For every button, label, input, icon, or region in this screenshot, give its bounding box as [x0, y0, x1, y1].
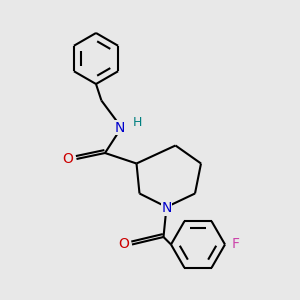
- Text: N: N: [115, 121, 125, 134]
- Text: O: O: [63, 152, 74, 166]
- Text: H: H: [132, 116, 142, 129]
- Text: O: O: [118, 238, 129, 251]
- Text: N: N: [161, 202, 172, 215]
- Text: F: F: [232, 238, 239, 251]
